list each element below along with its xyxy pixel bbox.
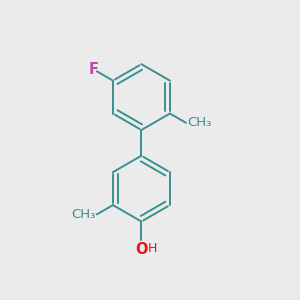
Text: H: H — [148, 242, 157, 255]
Text: CH₃: CH₃ — [188, 116, 212, 129]
Text: F: F — [88, 61, 98, 76]
Text: CH₃: CH₃ — [71, 208, 95, 221]
Text: O: O — [135, 242, 148, 257]
